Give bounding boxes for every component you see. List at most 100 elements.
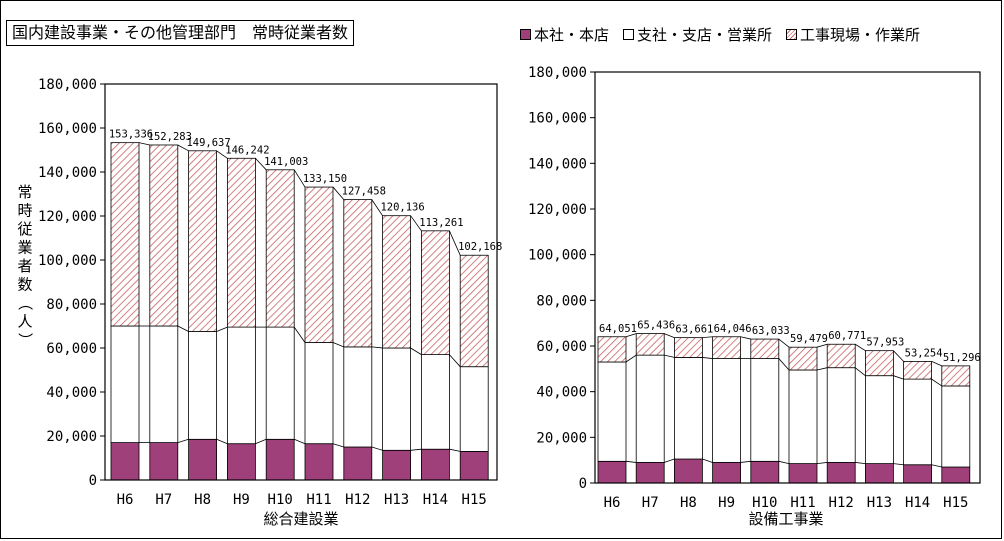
x-tick-label: H15 — [462, 492, 487, 508]
bar-segment-head-office — [459, 450, 489, 481]
series-connector-line — [449, 448, 461, 452]
bar-segment-site — [226, 157, 256, 328]
series-connector-line — [255, 158, 267, 171]
legend-item-site: 工事現場・作業所 — [786, 24, 920, 45]
bar-segment-branch — [459, 366, 489, 452]
series-connector-line — [702, 336, 713, 339]
x-axis-title: 総合建設業 — [263, 510, 338, 528]
bar-segment-head-office — [865, 463, 894, 484]
y-axis-label-char: ） — [16, 332, 34, 347]
y-tick-label: 180,000 — [38, 77, 97, 93]
bar-segment-branch — [826, 367, 856, 463]
data-label-total: 51,296 — [943, 352, 981, 364]
y-tick-label: 120,000 — [38, 209, 97, 225]
bar-segment-head-office — [304, 443, 334, 481]
bar-segment-site — [788, 346, 818, 371]
series-connector-line — [740, 336, 751, 340]
bar-segment-branch — [674, 357, 703, 460]
bar-segment-head-office — [382, 449, 412, 481]
bar-segment-head-office — [420, 448, 450, 481]
y-axis-label-char: 人 — [17, 313, 32, 331]
y-axis-label-char: 従 — [17, 220, 32, 238]
data-label-total: 146,242 — [225, 144, 269, 156]
x-tick-label: H13 — [384, 492, 409, 508]
bar-segment-head-office — [788, 463, 818, 484]
bar-segment-head-office — [903, 464, 932, 484]
chart-title: 国内建設事業・その他管理部門 常時従業者数 — [6, 20, 355, 46]
y-tick-label: 40,000 — [536, 385, 587, 401]
series-connector-line — [294, 438, 306, 445]
plot-area-border — [594, 71, 981, 484]
bar-segment-branch — [420, 354, 450, 450]
bar-segment-site — [941, 365, 971, 387]
data-label-total: 149,637 — [186, 137, 230, 149]
x-tick-label: H13 — [867, 495, 892, 511]
bar-segment-site — [304, 186, 334, 343]
series-connector-line — [216, 438, 228, 445]
series-connector-line — [293, 169, 306, 188]
y-axis-label: 常時従業者数（ 人） — [16, 183, 34, 348]
bar-segment-site — [265, 169, 295, 328]
series-connector-line — [410, 215, 422, 232]
data-label-total: 152,283 — [148, 131, 192, 143]
data-label-total: 53,254 — [905, 347, 943, 359]
bar-segment-site — [459, 254, 489, 368]
bar-segment-branch — [188, 331, 218, 440]
series-connector-line — [664, 458, 675, 463]
bar-segment-site — [903, 361, 932, 380]
data-label-total: 153,336 — [109, 129, 153, 141]
series-connector-line — [293, 326, 306, 343]
series-connector-line — [816, 462, 828, 464]
x-tick-label: H7 — [642, 495, 659, 511]
bar-segment-site — [188, 150, 218, 332]
y-tick-label: 140,000 — [528, 156, 587, 172]
series-connector-line — [138, 142, 150, 146]
y-axis-label-char: （ — [16, 295, 34, 310]
y-tick-label: 20,000 — [46, 429, 97, 445]
y-tick-label: 140,000 — [38, 165, 97, 181]
series-connector-line — [410, 347, 422, 355]
legend-item-head-office: 本社・本店 — [520, 24, 609, 45]
x-tick-label: H6 — [117, 492, 134, 508]
bar-segment-site — [865, 350, 894, 377]
series-connector-line — [931, 378, 943, 387]
y-tick-label: 20,000 — [536, 430, 587, 446]
y-tick-label: 100,000 — [38, 253, 97, 269]
series-connector-line — [854, 343, 866, 352]
data-label-total: 102,168 — [458, 241, 502, 253]
bar-segment-branch — [304, 342, 334, 445]
series-connector-line — [625, 460, 637, 463]
bar-segment-site — [110, 142, 140, 327]
bar-segment-branch — [712, 358, 741, 463]
data-label-total: 57,953 — [866, 337, 904, 349]
chart-equipment-work: 0 20,000 40,000 60,000 80,000 100,000 120,000 1… — [528, 65, 981, 528]
bar-segment-head-office — [635, 462, 665, 484]
x-tick-label: H12 — [345, 492, 370, 508]
series-connector-line — [664, 354, 675, 358]
series-connector-line — [177, 325, 189, 332]
data-label-total: 64,046 — [714, 323, 752, 335]
series-connector-line — [216, 326, 228, 332]
bar-segment-site — [343, 199, 373, 348]
series-connector-line — [931, 361, 942, 367]
bar-segment-head-office — [674, 458, 703, 484]
series-connector-line — [177, 438, 189, 443]
bar-segment-site — [750, 338, 780, 359]
y-tick-label: 160,000 — [528, 111, 587, 127]
y-axis-label-char: 数 — [17, 276, 32, 294]
legend-swatch-head-office — [520, 29, 531, 40]
bar-segment-head-office — [343, 446, 373, 481]
legend-swatch-site — [786, 29, 798, 40]
bar-segment-head-office — [750, 460, 780, 484]
y-tick-label: 80,000 — [46, 297, 97, 313]
x-tick-label: H10 — [752, 495, 777, 511]
series-connector-line — [931, 464, 942, 468]
bar-segment-branch — [382, 347, 412, 451]
series-connector-line — [855, 462, 866, 464]
series-connector-line — [255, 438, 267, 445]
series-connector-line — [449, 230, 461, 256]
y-tick-label: 0 — [89, 473, 97, 489]
series-connector-line — [740, 460, 751, 463]
bar-segment-head-office — [149, 442, 179, 481]
